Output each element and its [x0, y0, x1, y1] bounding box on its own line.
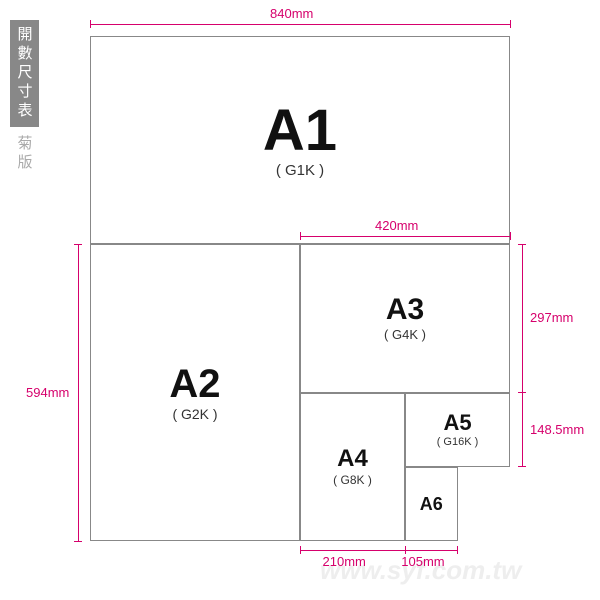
box-a1: A1 ( G1K ): [90, 36, 510, 244]
dimension-line: [522, 393, 523, 467]
box-label: A2: [169, 364, 220, 404]
box-sublabel: ( G2K ): [172, 406, 217, 422]
dimension-label: 105mm: [401, 554, 444, 569]
box-a3: A3 ( G4K ): [300, 244, 510, 393]
box-label: A3: [386, 295, 424, 325]
box-label: A5: [443, 412, 471, 434]
box-sublabel: ( G8K ): [333, 473, 372, 487]
dimension-label: 840mm: [270, 6, 313, 21]
dimension-line: [90, 24, 510, 25]
sidebar-subtitle: 菊版: [14, 135, 35, 173]
dimension-label: 148.5mm: [530, 422, 584, 437]
box-label: A1: [263, 102, 337, 160]
box-sublabel: ( G16K ): [437, 436, 479, 448]
dimension-label: 297mm: [530, 310, 573, 325]
box-a4: A4 ( G8K ): [300, 393, 405, 542]
box-a6: A6: [405, 467, 458, 541]
sidebar-title: 開數尺寸表: [10, 20, 39, 127]
box-label: A6: [420, 495, 443, 513]
dimension-line: [78, 244, 79, 541]
dimension-line: [300, 236, 510, 237]
sidebar: 開數尺寸表 菊版: [8, 20, 40, 173]
dimension-line: [522, 244, 523, 393]
box-a2: A2 ( G2K ): [90, 244, 300, 541]
dimension-line: [405, 550, 458, 551]
paper-size-diagram: A1 ( G1K ) A2 ( G2K ) A3 ( G4K ) A4 ( G8K ) A5 ( …: [90, 36, 510, 541]
dimension-label: 210mm: [323, 554, 366, 569]
dimension-label: 594mm: [26, 385, 69, 400]
box-sublabel: ( G1K ): [276, 162, 324, 179]
box-a5: A5 ( G16K ): [405, 393, 510, 467]
dimension-line: [300, 550, 405, 551]
box-sublabel: ( G4K ): [384, 327, 426, 342]
box-label: A4: [337, 447, 368, 471]
dimension-label: 420mm: [375, 218, 418, 233]
